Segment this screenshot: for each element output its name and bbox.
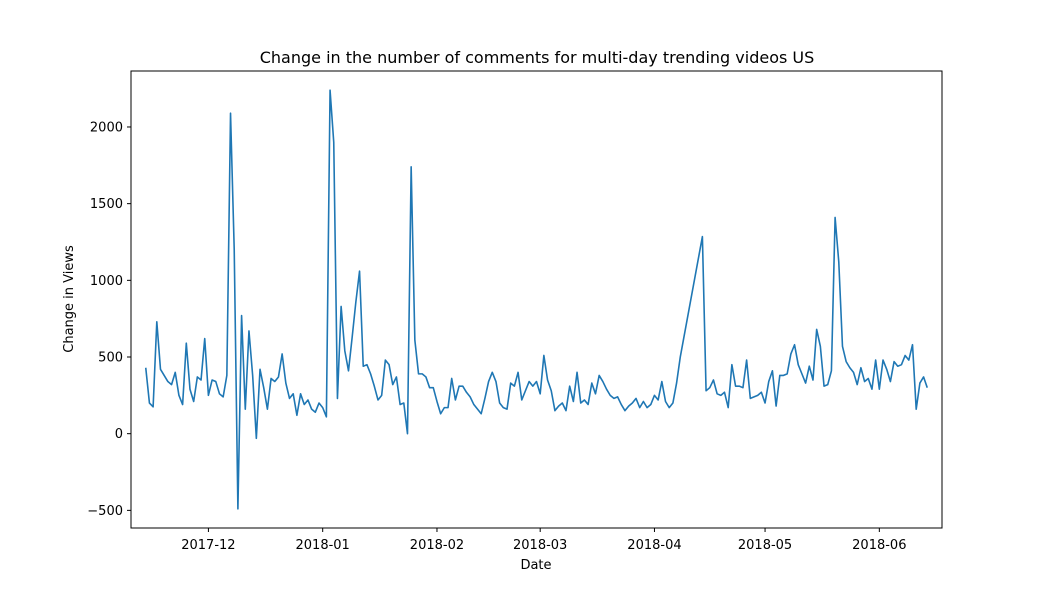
x-tick-label: 2018-04: [627, 538, 681, 553]
x-tick-label: 2017-12: [181, 538, 235, 553]
y-tick-label: 1000: [90, 274, 123, 289]
x-tick-label: 2018-02: [410, 538, 464, 553]
x-tick-label: 2018-01: [296, 538, 350, 553]
y-axis-label: Change in Views: [62, 245, 77, 353]
y-tick-label: 500: [98, 351, 123, 366]
x-axis-ticks: 2017-12 2018-01 2018-02 2018-03 2018-04 2018-…: [181, 528, 906, 553]
x-tick-label: 2018-06: [852, 538, 906, 553]
y-axis-ticks: −500 0 500 1000 1500 2000: [87, 120, 131, 519]
series-line-0: [144, 89, 929, 510]
chart-title: Change in the number of comments for mul…: [260, 48, 815, 67]
x-tick-label: 2018-03: [513, 538, 567, 553]
x-axis-label: Date: [520, 558, 551, 573]
plot-frame: [130, 70, 943, 529]
y-tick-label: 2000: [90, 120, 123, 135]
y-tick-label: −500: [87, 504, 123, 519]
y-tick-label: 1500: [90, 197, 123, 212]
y-tick-label: 0: [115, 427, 123, 442]
x-tick-label: 2018-05: [738, 538, 792, 553]
series-line-layer: [144, 89, 929, 510]
